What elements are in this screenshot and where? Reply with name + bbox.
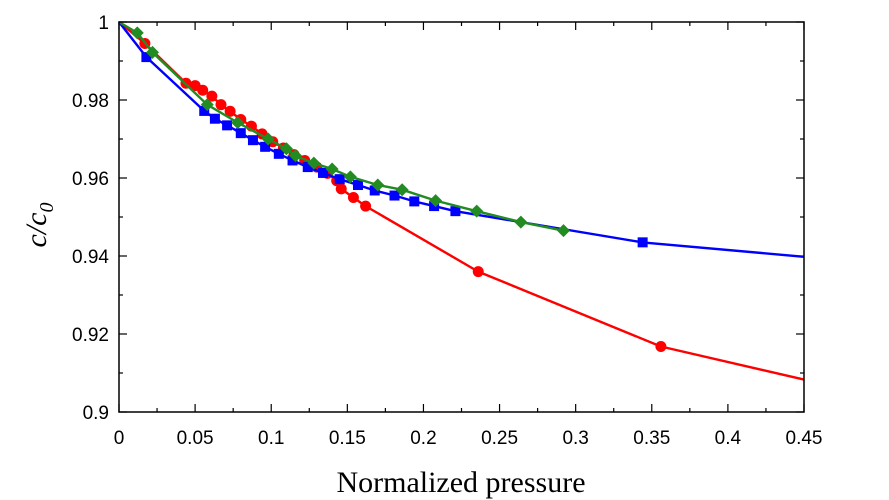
data-point-circle xyxy=(655,340,667,352)
data-point-diamond xyxy=(145,45,159,59)
data-point-diamond xyxy=(325,162,339,176)
data-point-square xyxy=(389,190,400,201)
y-tick-label: 1 xyxy=(98,13,109,34)
data-point-diamond xyxy=(395,183,409,197)
data-point-square xyxy=(352,180,363,191)
series-diamond xyxy=(118,20,570,238)
x-tick-label: 0.15 xyxy=(329,428,366,449)
data-point-square xyxy=(199,105,210,116)
x-axis-label: Normalized pressure xyxy=(336,466,585,499)
x-tick-label: 0.45 xyxy=(786,428,823,449)
data-point-circle xyxy=(215,99,227,111)
data-point-square xyxy=(429,201,440,212)
x-tick-label: 0.4 xyxy=(715,428,742,449)
series-line xyxy=(118,21,805,381)
x-tick-label: 0.1 xyxy=(258,428,284,449)
data-point-square xyxy=(369,185,380,196)
y-axis-label-main: c/c xyxy=(20,213,53,248)
data-point-diamond xyxy=(200,98,214,112)
y-tick-label: 0.94 xyxy=(72,247,109,268)
data-point-circle xyxy=(224,105,236,117)
series-square xyxy=(118,21,805,258)
y-axis-label: c/c0 xyxy=(20,203,58,248)
y-axis-label-subscript: 0 xyxy=(36,203,58,213)
data-point-square xyxy=(409,196,420,207)
data-point-circle xyxy=(197,84,209,96)
axis-ticks xyxy=(118,21,805,413)
data-point-diamond xyxy=(130,26,144,40)
data-point-square xyxy=(209,113,220,124)
data-point-diamond xyxy=(556,224,570,238)
plot-frame xyxy=(118,21,805,413)
y-tick-label: 0.92 xyxy=(72,325,109,346)
data-point-square xyxy=(450,206,461,217)
data-point-square xyxy=(235,128,246,139)
series-line xyxy=(118,20,564,232)
data-point-circle xyxy=(335,183,347,195)
data-point-square xyxy=(317,167,328,178)
data-point-diamond xyxy=(231,116,245,130)
data-point-circle xyxy=(360,200,372,212)
x-tick-label: 0.3 xyxy=(562,428,588,449)
data-point-diamond xyxy=(514,215,528,229)
data-point-diamond xyxy=(289,149,303,163)
data-point-square xyxy=(334,174,345,185)
data-point-square xyxy=(222,120,233,131)
data-point-circle xyxy=(347,192,359,203)
data-point-diamond xyxy=(307,156,321,170)
data-point-square xyxy=(273,148,284,159)
y-tick-label: 0.9 xyxy=(83,403,109,424)
data-point-diamond xyxy=(470,204,484,218)
series-circle xyxy=(118,21,805,381)
data-point-circle xyxy=(472,266,484,278)
data-point-square xyxy=(302,162,313,173)
data-point-diamond xyxy=(371,178,385,192)
data-point-square xyxy=(260,141,271,152)
data-point-diamond xyxy=(261,132,275,146)
data-point-square xyxy=(637,237,648,248)
tick-labels: 0 0.05 0.1 0.15 0.2 0.25 0.3 0.35 0.4 0.45 0.9 0.92… xyxy=(72,13,822,449)
x-tick-label: 0.05 xyxy=(177,428,214,449)
x-tick-label: 0 xyxy=(114,428,125,449)
x-tick-label: 0.35 xyxy=(633,428,670,449)
data-point-circle xyxy=(206,90,218,102)
series-line xyxy=(118,21,805,258)
data-point-square xyxy=(287,155,298,166)
y-tick-label: 0.96 xyxy=(72,169,109,190)
data-point-diamond xyxy=(279,142,293,156)
x-tick-label: 0.25 xyxy=(481,428,518,449)
data-point-diamond xyxy=(343,170,357,184)
series-layer xyxy=(118,20,805,381)
data-point-diamond xyxy=(429,194,443,208)
y-tick-label: 0.98 xyxy=(72,91,109,112)
x-tick-label: 0.2 xyxy=(410,428,436,449)
data-point-square xyxy=(141,52,152,63)
data-point-square xyxy=(247,135,258,146)
